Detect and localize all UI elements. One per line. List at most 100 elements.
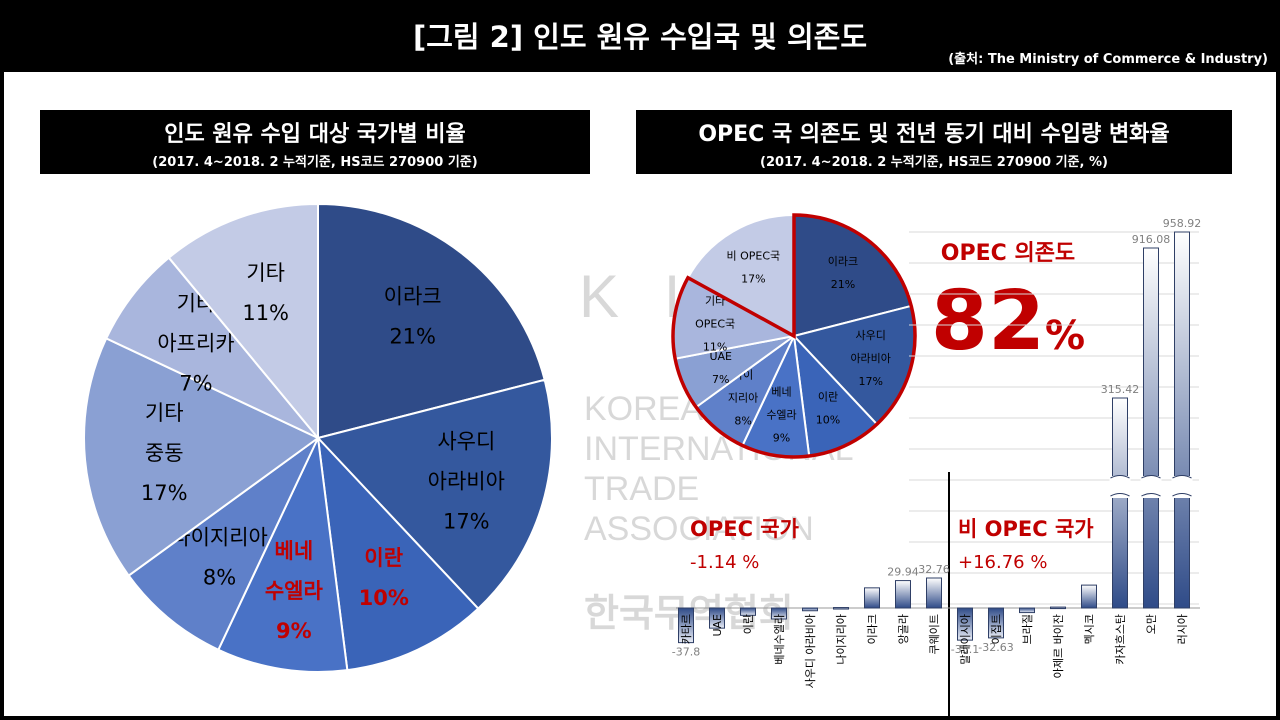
pie-opec-value-0: 21% [831, 278, 855, 291]
bar-value-8: 32.76 [918, 563, 950, 576]
bar-value-9: -35.1 [951, 643, 979, 656]
bar-category-4: 사우디 아라비아 [804, 614, 817, 688]
bar-category-16: 러시아 [1176, 614, 1189, 644]
bar-category-10: 이집트 [990, 614, 1003, 644]
bar-3 [771, 607, 787, 620]
pie-opec-label-2-0: 이란 [818, 391, 838, 404]
pie-main-value-2: 10% [359, 586, 409, 610]
opec-dependence-number: 82 [931, 274, 1045, 369]
pie-opec-label-6-0: 기타 [705, 294, 725, 307]
page-title: [그림 2] 인도 원유 수입국 및 의존도 [412, 20, 868, 54]
bar-category-3: 베네수엘라 [773, 614, 786, 665]
pie-opec-value-6: 11% [703, 340, 727, 353]
pie-opec-label-0-0: 이라크 [828, 255, 858, 268]
left-panel-header: 인도 원유 수입 대상 국가별 비율 (2017. 4~2018. 2 누적기준… [40, 110, 590, 174]
pie-main-label-1-0: 사우디 [437, 429, 495, 453]
pie-main-label-3-1: 수엘라 [265, 579, 324, 603]
pie-main-value-6: 7% [179, 372, 212, 396]
pie-opec-label-4-1: 지리아 [728, 391, 758, 404]
bar-11 [1019, 607, 1035, 614]
bar-10 [988, 607, 1004, 639]
bar-5 [833, 607, 849, 610]
pie-opec-value-3: 9% [773, 432, 790, 445]
pie-main-label-6-1: 아프리카 [157, 332, 234, 356]
pie-main-value-3: 9% [276, 619, 312, 643]
group-label-non-opec: 비 OPEC 국가 [958, 517, 1094, 541]
bar-value-14: 315.42 [1101, 383, 1140, 396]
pie-opec-value-7: 17% [741, 273, 765, 286]
right-panel-subtitle: (2017. 4~2018. 2 누적기준, HS코드 270900 기준, %… [760, 155, 1108, 170]
bar-value-15: 916.08 [1132, 233, 1171, 246]
bar-0 [678, 607, 694, 644]
bar-category-9: 말레이시아 [959, 614, 972, 665]
bar-16 [1174, 231, 1190, 609]
pie-main-value-1: 17% [443, 509, 490, 533]
bar-8 [926, 577, 942, 609]
pie-main-group: 이라크21%사우디아라비아17%이란10%베네수엘라9%나이지리아8%기타중동1… [83, 202, 553, 673]
charts-canvas: 이라크21%사우디아라비아17%이란10%베네수엘라9%나이지리아8%기타중동1… [83, 202, 1202, 716]
bar-7 [895, 580, 911, 609]
watermark-line-1: KOREA [584, 390, 704, 428]
opec-dependence-unit: % [1045, 313, 1085, 359]
opec-dependence-value: 82% [931, 274, 1085, 369]
bar-category-15: 오만 [1145, 614, 1158, 634]
bar-category-6: 이라크 [866, 614, 879, 644]
pie-main-label-5-1: 중동 [145, 441, 184, 465]
opec-dependence-label: OPEC 의존도 [941, 241, 1075, 266]
bar-break-mark-15 [1141, 475, 1161, 497]
group-value-opec: -1.14 % [690, 552, 759, 573]
left-panel-title: 인도 원유 수입 대상 국가별 비율 [164, 122, 466, 147]
pie-main-slice-3 [217, 434, 349, 673]
bar-1 [709, 607, 725, 629]
pie-main-slice-6 [104, 256, 319, 439]
watermark-line-3: TRADE [584, 470, 700, 508]
bar-6 [864, 587, 880, 609]
bar-value-10: -32.63 [978, 641, 1013, 654]
bar-9 [957, 607, 973, 641]
bar-category-8: 쿠웨이트 [928, 614, 941, 654]
pie-opec-label-7-0: 비 OPEC국 [727, 250, 781, 263]
watermark-line-4: ASSOCIATION [584, 510, 814, 548]
bar-category-12: 아제르 바이잔 [1052, 614, 1065, 678]
bar-15 [1143, 247, 1159, 609]
right-panel-title: OPEC 국 의존도 및 전년 동기 대비 수입량 변화율 [698, 122, 1170, 147]
bar-14 [1112, 397, 1128, 609]
pie-opec-label-1-1: 아라비아 [850, 352, 890, 365]
pie-main-value-0: 21% [389, 324, 436, 348]
bar-category-13: 멕시코 [1083, 614, 1096, 644]
opec-share-outline [671, 213, 917, 459]
bar-value-7: 29.94 [887, 566, 919, 579]
bar-break-mark-14 [1110, 475, 1130, 497]
pie-opec-value-2: 10% [816, 414, 840, 427]
pie-main-label-1-1: 아라비아 [428, 469, 505, 493]
bar-break-gap-14 [1109, 476, 1131, 498]
pie-main-value-7: 11% [242, 301, 289, 325]
pie-opec-value-1: 17% [858, 375, 882, 388]
pie-main-label-7-0: 기타 [246, 261, 285, 285]
group-label-opec: OPEC 국가 [690, 517, 800, 541]
bar-4 [802, 607, 818, 612]
pie-main-label-3-0: 베네 [275, 539, 314, 563]
pie-main-label-5-0: 기타 [145, 401, 184, 425]
pie-opec-label-6-1: OPEC국 [695, 317, 735, 330]
bar-break-mark-16 [1172, 475, 1192, 497]
pie-main-value-5: 17% [141, 481, 188, 505]
group-value-non-opec: +16.76 % [958, 552, 1047, 573]
pie-opec-value-4: 8% [734, 414, 751, 427]
bar-category-11: 브라질 [1021, 614, 1034, 644]
pie-main-label-0-0: 이라크 [384, 284, 442, 308]
bar-category-14: 카자흐스탄 [1114, 614, 1127, 665]
pie-opec-label-1-0: 사우디 [856, 329, 886, 342]
pie-main-slice-0 [317, 202, 546, 440]
right-panel-header: OPEC 국 의존도 및 전년 동기 대비 수입량 변화율 (2017. 4~2… [636, 110, 1232, 174]
left-panel-subtitle: (2017. 4~2018. 2 누적기준, HS코드 270900 기준) [152, 155, 478, 170]
bar-value-16: 958.92 [1163, 217, 1202, 230]
pie-main-label-2-0: 이란 [364, 546, 403, 570]
pie-opec-slice-7 [686, 213, 795, 338]
bar-value-0: -37.8 [672, 646, 700, 659]
pie-main-slice-4 [127, 437, 319, 652]
bar-12 [1050, 606, 1066, 610]
pie-opec-label-3-1: 수엘라 [766, 409, 796, 422]
bar-category-1: UAE [711, 614, 724, 637]
